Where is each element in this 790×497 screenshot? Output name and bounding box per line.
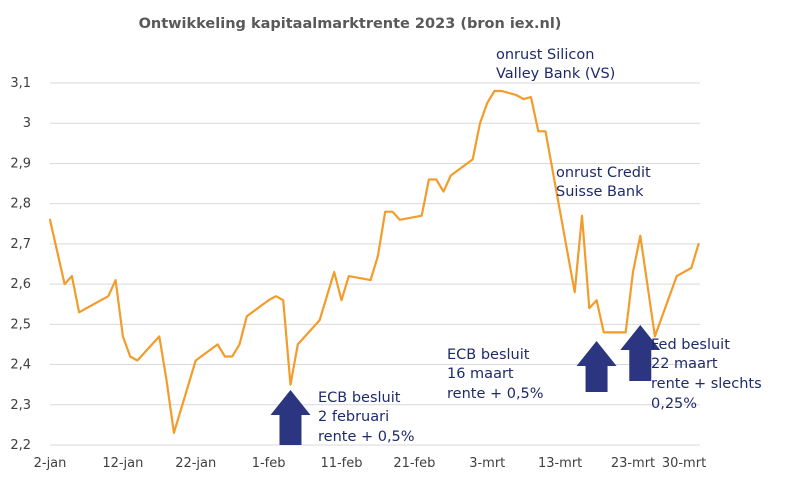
x-tick-label: 30-mrt xyxy=(662,456,706,471)
x-tick-label: 22-jan xyxy=(175,456,216,471)
annotation-svb-line2: Valley Bank (VS) xyxy=(496,66,615,82)
y-tick-label: 2,3 xyxy=(10,398,31,413)
x-tick-label: 23-mrt xyxy=(611,456,655,471)
arrow-group xyxy=(270,325,661,445)
up-arrow-icon xyxy=(270,390,311,445)
x-tick-label: 21-feb xyxy=(393,456,435,471)
y-tick-label: 2,6 xyxy=(10,277,31,292)
y-tick-label: 2,9 xyxy=(10,156,31,171)
annotation-fed-line3: rente + slechts xyxy=(651,376,762,392)
x-tick-label: 3-mrt xyxy=(469,456,505,471)
annotation-cs-line2: Suisse Bank xyxy=(556,184,644,200)
annotation-ecb-mrt: ECB besluit 16 maart rente + 0,5% xyxy=(447,347,544,402)
annotation-fed-line1: Fed besluit xyxy=(651,337,730,353)
chart-title: Ontwikkeling kapitaalmarktrente 2023 (br… xyxy=(139,16,562,32)
x-tick-label: 13-mrt xyxy=(538,456,582,471)
annotation-cs-line1: onrust Credit xyxy=(556,165,651,181)
x-tick-label: 11-feb xyxy=(320,456,362,471)
annotation-ecb-feb-line2: 2 februari xyxy=(318,409,389,425)
annotation-svb-line1: onrust Silicon xyxy=(496,47,594,63)
annotation-fed-line2: 22 maart xyxy=(651,356,718,372)
y-tick-label: 3 xyxy=(23,116,31,131)
annotation-ecb-mrt-line2: 16 maart xyxy=(447,366,514,382)
up-arrow-icon xyxy=(576,341,617,392)
x-tick-label: 12-jan xyxy=(102,456,143,471)
x-tick-label: 1-feb xyxy=(252,456,286,471)
x-tick-label: 2-jan xyxy=(34,456,67,471)
y-tick-label: 2,4 xyxy=(10,358,31,373)
annotation-fed: Fed besluit 22 maart rente + slechts 0,2… xyxy=(651,337,762,412)
annotation-svb: onrust Silicon Valley Bank (VS) xyxy=(496,47,615,82)
annotation-ecb-mrt-line1: ECB besluit xyxy=(447,347,530,363)
x-axis-ticks: 2-jan 12-jan 22-jan 1-feb 11-feb 21-feb 3-mrt 1… xyxy=(34,456,707,471)
y-tick-label: 2,7 xyxy=(10,237,31,252)
y-tick-label: 3,1 xyxy=(10,76,31,91)
series-line xyxy=(48,89,700,434)
y-axis-ticks: 2,2 2,3 2,4 2,5 2,6 2,7 2,8 2,9 3 3,1 xyxy=(10,76,31,453)
annotation-fed-line4: 0,25% xyxy=(651,396,697,412)
y-tick-label: 2,8 xyxy=(10,197,31,212)
annotation-ecb-mrt-line3: rente + 0,5% xyxy=(447,386,544,402)
annotation-ecb-feb: ECB besluit 2 februari rente + 0,5% xyxy=(318,390,415,445)
annotation-ecb-feb-line1: ECB besluit xyxy=(318,390,401,406)
up-arrow-icon xyxy=(620,325,661,381)
annotation-ecb-feb-line3: rente + 0,5% xyxy=(318,429,415,445)
series-group xyxy=(48,89,700,434)
gridlines xyxy=(50,82,700,446)
annotation-credit-suisse: onrust Credit Suisse Bank xyxy=(556,165,651,200)
y-tick-label: 2,5 xyxy=(10,317,31,332)
y-tick-label: 2,2 xyxy=(10,438,31,453)
